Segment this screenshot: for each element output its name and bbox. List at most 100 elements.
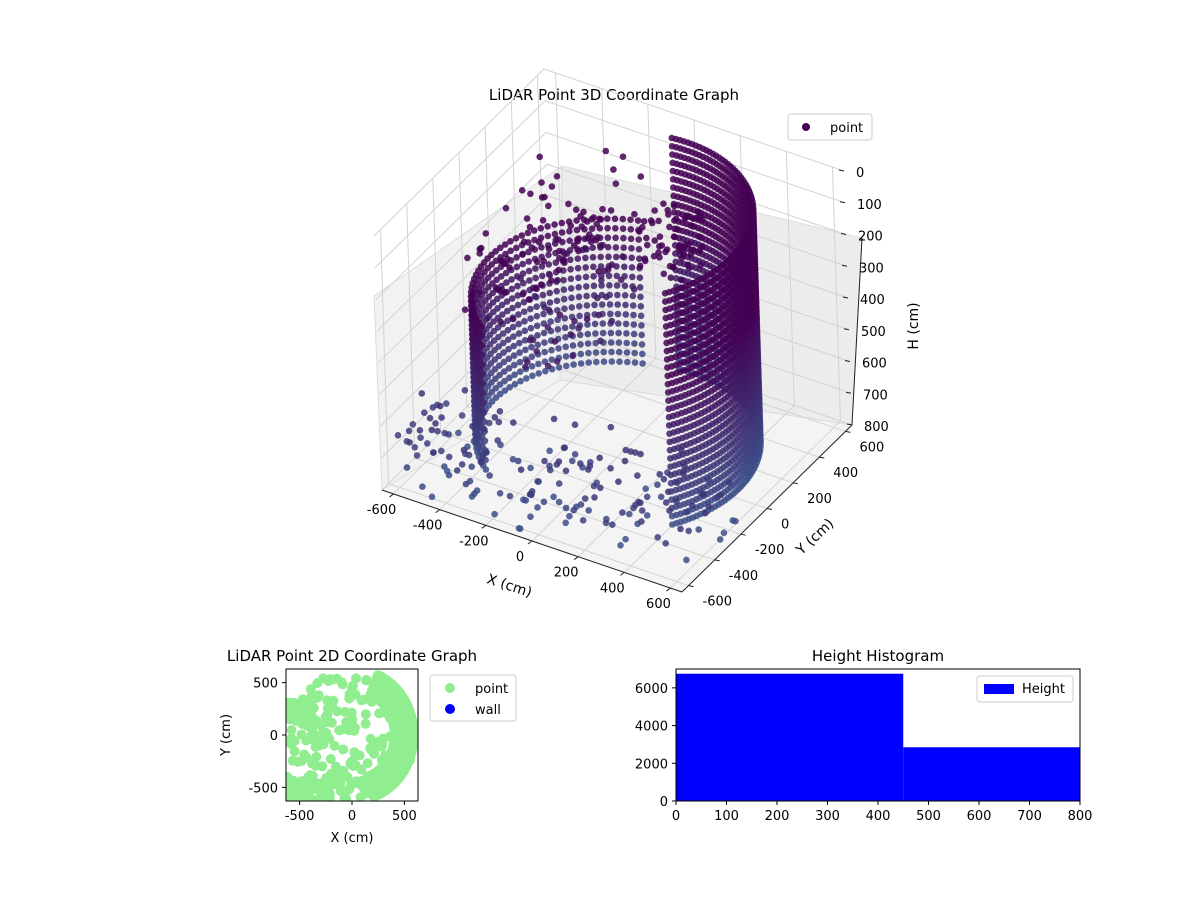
point-3d — [481, 428, 489, 435]
point-3d — [496, 490, 504, 497]
point-3d — [438, 447, 445, 455]
point-3d — [520, 308, 528, 316]
point-3d — [605, 272, 613, 280]
point-3d — [619, 253, 626, 260]
point-3d — [480, 409, 488, 416]
point-3d — [517, 466, 525, 474]
point-3d — [604, 266, 612, 273]
point-3d — [615, 320, 622, 327]
point-3d — [597, 263, 605, 270]
legend-2d-label-point: point — [475, 682, 508, 697]
point-3d — [513, 273, 521, 280]
x-tick-label: -600 — [367, 503, 397, 518]
point-3d — [482, 466, 490, 473]
point-3d — [479, 361, 486, 369]
point-3d — [560, 286, 568, 294]
point-3d — [480, 390, 487, 397]
point-3d — [520, 298, 528, 306]
y-tick-mark — [766, 508, 773, 510]
point-3d — [666, 430, 673, 438]
point-3d — [405, 427, 413, 435]
point-3d — [643, 234, 650, 242]
point-3d — [516, 349, 523, 356]
point-3d — [657, 493, 665, 501]
point-3d — [603, 293, 610, 301]
point-3d — [523, 375, 530, 382]
point-3d — [460, 446, 468, 454]
point-3d — [526, 223, 534, 231]
point-3d — [469, 422, 476, 430]
point-3d — [617, 276, 625, 284]
point-3d — [520, 238, 528, 246]
point-3d — [545, 251, 552, 259]
point-3d — [611, 215, 619, 223]
point-3d — [575, 274, 582, 282]
plot-2d-title: LiDAR Point 2D Coordinate Graph — [227, 647, 477, 665]
point-3d — [662, 298, 669, 305]
point-3d — [663, 347, 671, 355]
point-2d — [388, 743, 399, 754]
point-2d — [385, 694, 396, 705]
h-tick-label: 800 — [864, 420, 889, 435]
point-3d — [666, 507, 673, 514]
point-2d — [382, 753, 393, 763]
point-3d — [608, 261, 616, 269]
point-3d — [479, 370, 487, 378]
grid-line-h — [373, 68, 845, 237]
point-3d — [695, 526, 702, 533]
point-2d — [301, 752, 312, 763]
point-3d — [538, 244, 545, 251]
point-3d — [552, 259, 560, 267]
point-3d — [541, 457, 548, 465]
point-2d — [305, 684, 316, 695]
point-3d — [669, 151, 676, 158]
point-3d — [506, 374, 513, 382]
grid-line-h — [374, 100, 846, 269]
point-3d — [663, 339, 670, 347]
h-tick-mark — [842, 296, 849, 299]
point-3d — [507, 238, 514, 245]
point-3d — [673, 225, 681, 233]
point-3d — [583, 218, 591, 225]
point-3d — [556, 254, 563, 262]
point-3d — [624, 358, 631, 366]
point-3d — [548, 346, 555, 354]
point-3d — [521, 318, 528, 325]
point-2d — [355, 792, 366, 801]
point-3d — [567, 331, 574, 338]
y-tick-label-2d: 0 — [270, 729, 278, 744]
hist-x-tick-label: 800 — [1068, 809, 1093, 824]
point-3d — [569, 457, 576, 465]
point-2d — [322, 703, 333, 714]
point-3d — [660, 200, 667, 207]
point-3d — [567, 256, 574, 264]
point-3d — [523, 215, 531, 222]
legend-3d-frame — [787, 113, 873, 141]
point-3d — [505, 365, 513, 372]
point-3d — [556, 311, 564, 319]
point-3d — [569, 342, 577, 349]
points-3d — [394, 134, 764, 564]
point-3d — [630, 321, 638, 328]
point-3d — [638, 507, 646, 514]
point-3d — [680, 470, 687, 477]
point-3d — [607, 329, 615, 337]
x-ticks-3d: -600 -400 -200 0 200 400 600 — [367, 493, 671, 612]
point-3d — [514, 457, 522, 465]
point-3d — [535, 370, 542, 377]
point-3d — [585, 466, 592, 473]
point-3d — [705, 503, 713, 510]
point-3d — [553, 297, 561, 305]
legend-hist-frame — [976, 675, 1074, 703]
point-3d — [577, 460, 584, 467]
point-3d — [697, 233, 704, 241]
point-3d — [478, 323, 485, 330]
point-2d — [404, 713, 415, 724]
point-2d — [347, 755, 358, 766]
y-tick-label: 200 — [807, 492, 832, 507]
point-2d — [312, 678, 323, 689]
point-3d — [615, 329, 622, 337]
point-2d — [354, 750, 365, 761]
point-3d — [590, 214, 597, 221]
